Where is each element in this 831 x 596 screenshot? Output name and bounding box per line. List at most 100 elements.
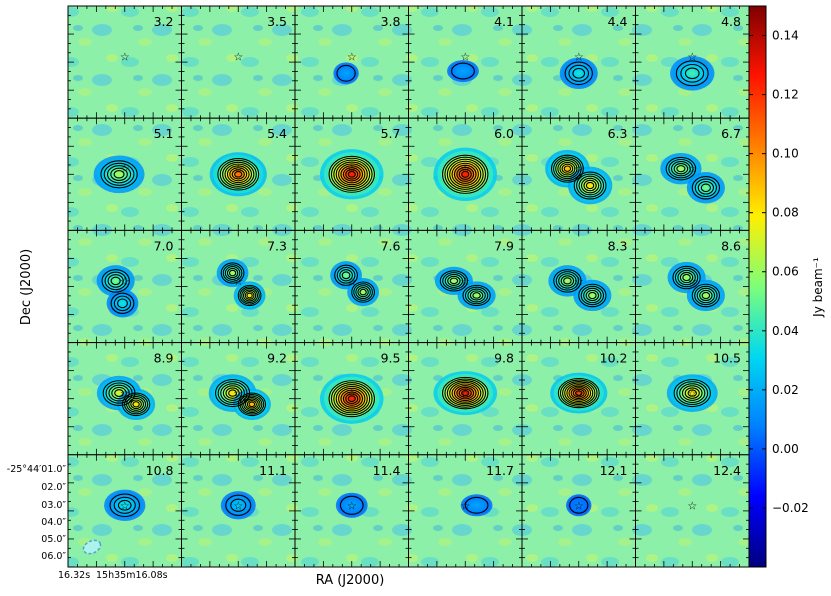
emission-fill [587, 183, 593, 188]
contour-line [700, 183, 711, 193]
emission-fill [589, 293, 595, 298]
contour-line [229, 167, 248, 182]
contour-line [328, 155, 375, 193]
emission-fill [689, 390, 696, 396]
channel-panel: ☆ 4.4 [521, 5, 636, 119]
star-marker: ☆ [574, 50, 584, 63]
contour-line [217, 158, 260, 191]
emission-fill [113, 278, 119, 283]
channel-panel: ☆ 3.8 [294, 5, 409, 119]
star-marker: ☆ [233, 499, 243, 512]
emission-fill [575, 390, 583, 396]
colorbar-ticks: 0.14 0.12 0.10 0.08 0.06 0.04 0.02 0.00 −0.02 [749, 29, 809, 515]
contour-line [684, 67, 700, 80]
emission-fill [474, 293, 479, 298]
contour-line [225, 387, 240, 399]
contour-line [241, 287, 259, 304]
emission-fill [347, 171, 356, 178]
channel-panel: ☆ 10.5 [635, 342, 750, 456]
contour-line [451, 62, 475, 80]
channel-panel: ☆ 9.5 [294, 342, 409, 456]
contour-line [110, 276, 121, 286]
star-marker: ☆ [120, 387, 130, 400]
velocity-label: 6.3 [608, 126, 628, 141]
contour-line [342, 391, 361, 406]
contour-line [117, 298, 128, 309]
contour-line [558, 273, 577, 289]
emission-fill [703, 185, 709, 190]
velocity-label: 11.4 [373, 463, 401, 478]
contour-line [230, 498, 247, 512]
panel-background [295, 6, 409, 119]
emission-fill [703, 293, 709, 298]
star-marker: ☆ [687, 387, 697, 400]
emission-fill [564, 166, 571, 172]
star-marker: ☆ [120, 275, 130, 288]
contour-line [222, 264, 243, 282]
emission-fill [236, 503, 241, 508]
contour-line [444, 156, 487, 192]
channel-panel: ☆ 8.6 [635, 229, 750, 344]
contour-line [243, 397, 261, 412]
velocity-label: 4.4 [608, 14, 628, 29]
star-marker: ☆ [687, 275, 697, 288]
contour-line [564, 382, 594, 404]
contour-line [225, 494, 252, 516]
contour-line [464, 496, 489, 514]
contour-line [680, 63, 705, 83]
colorbar-tick-label: −0.02 [772, 501, 809, 515]
contour-line [687, 389, 697, 397]
star-marker: ☆ [574, 275, 584, 288]
channel-panel: ☆ 6.7 [635, 117, 750, 231]
contour-line [564, 61, 593, 86]
contour-line [691, 283, 721, 308]
contour-line [701, 291, 711, 300]
star-marker: ☆ [460, 499, 470, 512]
velocity-label: 6.0 [494, 126, 514, 141]
y-axis-label: Dec (J2000) [19, 249, 34, 325]
contour-line [578, 283, 607, 308]
contour-line [347, 170, 356, 178]
channel-panel: ☆ 6.0 [408, 117, 523, 231]
contour-line [336, 266, 356, 284]
emission-fill [229, 390, 236, 396]
velocity-label: 9.5 [381, 351, 401, 366]
channel-panel: ☆ 10.2 [521, 342, 636, 456]
velocity-label: 3.8 [381, 14, 401, 29]
panel-background [68, 6, 182, 119]
velocity-label: 5.7 [381, 126, 401, 141]
star-marker: ☆ [233, 50, 243, 63]
contour-line [449, 160, 482, 188]
emission-fill [349, 503, 354, 507]
colorbar-tick-label: 0.06 [772, 265, 799, 279]
dec-tick-label: 06.0″ [41, 551, 66, 562]
contour-line [451, 162, 479, 186]
contour-line [583, 287, 602, 304]
contour-line [563, 277, 572, 285]
emission-fill [344, 71, 348, 75]
contour-line [124, 394, 149, 415]
channel-panel: ☆ 5.7 [294, 117, 409, 231]
contour-line [561, 163, 574, 174]
contour-line [588, 291, 597, 300]
contour-line [224, 266, 241, 281]
contour-line [555, 271, 580, 291]
contour-line [239, 394, 265, 415]
contour-line [555, 158, 580, 180]
contour-line [330, 157, 373, 191]
contour-line [691, 175, 721, 200]
contour-line [246, 292, 253, 299]
contour-line [572, 388, 585, 398]
channel-panel: ☆ 12.4 [635, 454, 750, 568]
contour-line [101, 269, 130, 293]
contour-line [237, 392, 267, 417]
contour-line [569, 496, 589, 514]
contour-line [451, 383, 479, 403]
contour-line [557, 160, 578, 178]
dec-tick-label: 02.0″ [41, 482, 66, 493]
emission-fill [451, 279, 457, 283]
contour-line [341, 271, 351, 280]
channel-panel: ☆ 11.4 [294, 454, 409, 568]
star-marker: ☆ [233, 275, 243, 288]
contour-line [568, 385, 589, 401]
